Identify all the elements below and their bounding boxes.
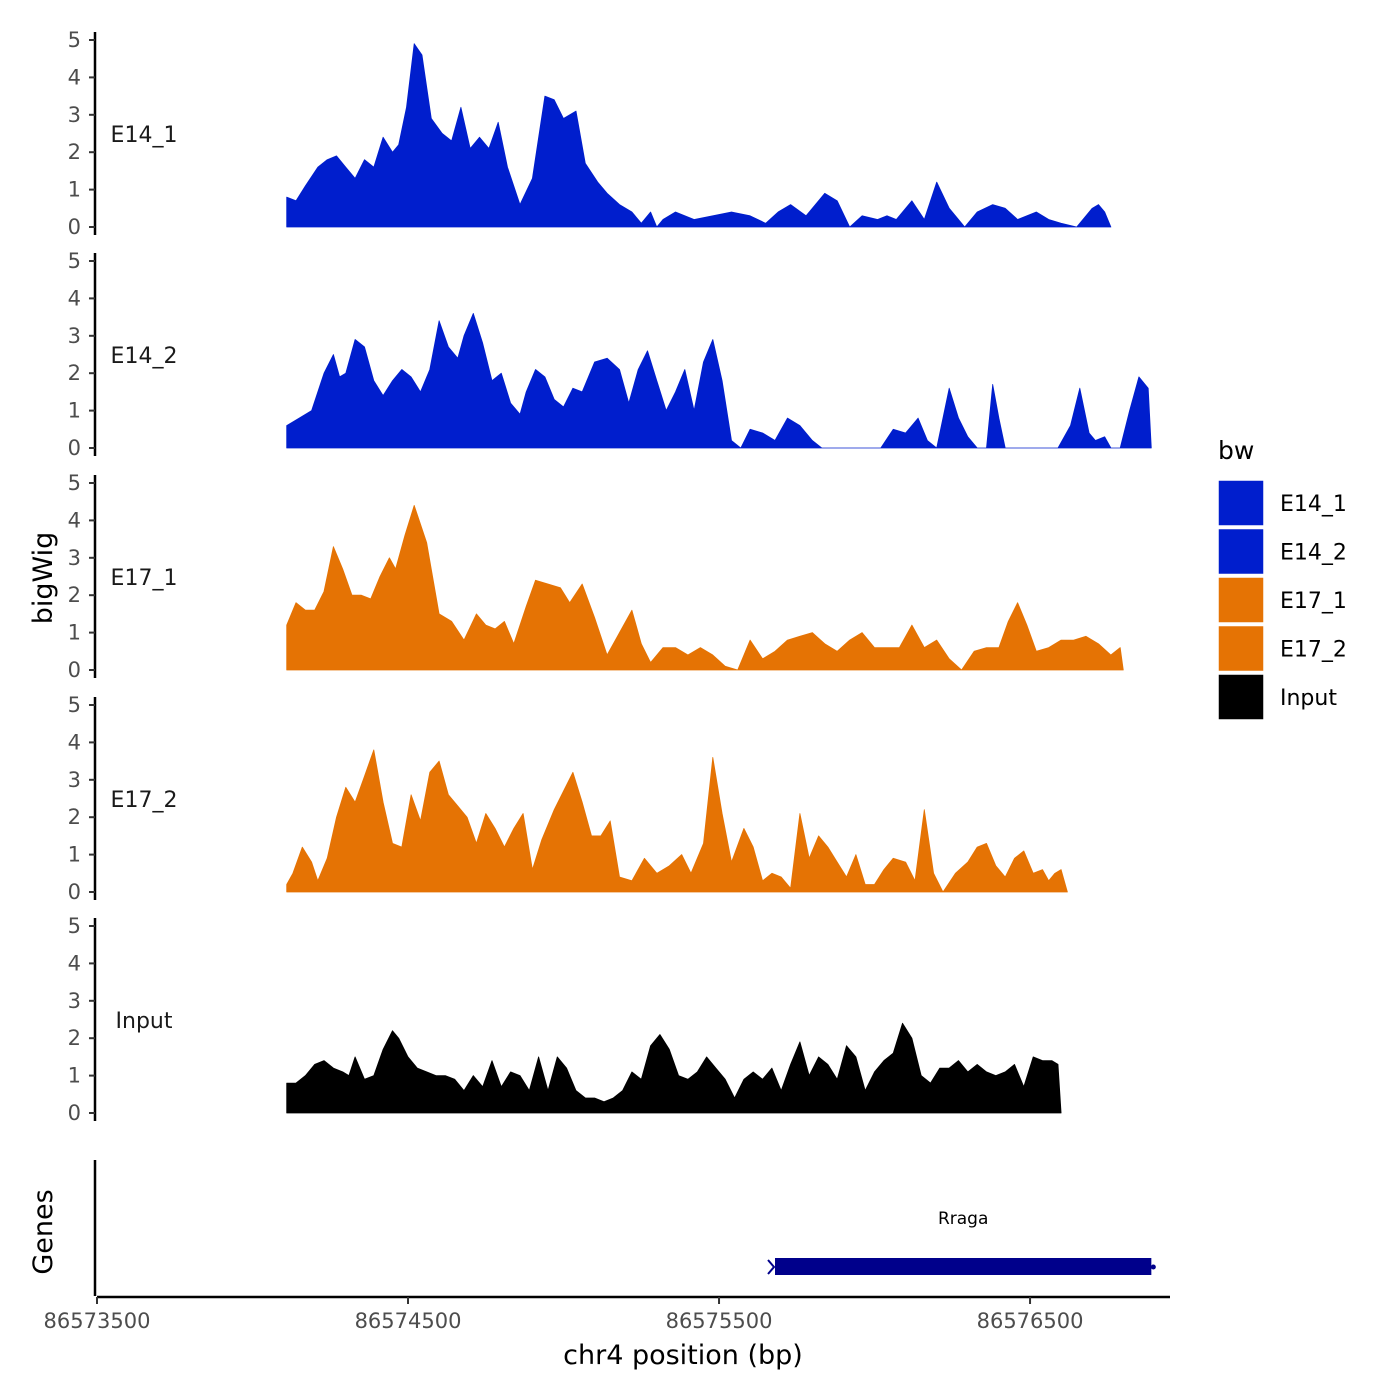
y-tick-label: 5 <box>68 28 81 52</box>
signal-area-E14_1 <box>286 43 1112 228</box>
gene-Rraga: Rraga <box>767 1209 1156 1275</box>
genes-axis-title: Genes <box>28 1189 59 1274</box>
y-tick-label: 2 <box>68 1026 81 1050</box>
y-tick-label: 1 <box>68 399 81 423</box>
legend-title: bw <box>1218 436 1254 465</box>
legend-item-E14_2: E14_2 <box>1217 527 1347 576</box>
y-tick-label: 3 <box>68 103 81 127</box>
legend-item-Input: Input <box>1217 673 1337 721</box>
legend-item-E17_1: E17_1 <box>1217 576 1347 624</box>
y-tick-label: 1 <box>68 178 81 202</box>
track-label: E14_1 <box>111 123 178 148</box>
tracks-layer: 0 1 2 3 4 5 E14_1 0 1 2 3 4 5 E14_2 0 1 2 3 4 5 E17_1 0 1 2 3 4 5 E… <box>68 28 1152 1125</box>
legend-label: Input <box>1280 686 1337 711</box>
y-tick-label: 4 <box>68 730 81 754</box>
y-tick-label: 5 <box>68 249 81 273</box>
y-tick-label: 0 <box>68 658 81 682</box>
y-tick-label: 5 <box>68 693 81 717</box>
signal-area-Input <box>286 1022 1062 1114</box>
y-tick-label: 5 <box>68 471 81 495</box>
x-axis-title: chr4 position (bp) <box>563 1340 803 1371</box>
y-tick-label: 3 <box>68 989 81 1013</box>
legend-label: E14_2 <box>1280 541 1347 566</box>
y-tick-label: 4 <box>68 951 81 975</box>
x-tick-label: 86576500 <box>977 1309 1084 1333</box>
y-tick-label: 4 <box>68 508 81 532</box>
y-tick-label: 2 <box>68 140 81 164</box>
y-tick-label: 5 <box>68 914 81 938</box>
signal-area-E17_2 <box>286 749 1068 893</box>
track-E14_1: 0 1 2 3 4 5 E14_1 <box>68 28 1112 239</box>
gene-end-marker <box>1150 1264 1156 1270</box>
legend-label: E17_2 <box>1280 638 1347 663</box>
x-axis: 86573500 86574500 86575500 86576500 <box>44 1295 1170 1333</box>
track-E14_2: 0 1 2 3 4 5 E14_2 <box>68 249 1152 460</box>
track-Input: 0 1 2 3 4 5 Input <box>68 914 1062 1125</box>
legend-item-E14_1: E14_1 <box>1217 479 1347 527</box>
y-tick-label: 1 <box>68 843 81 867</box>
gene-body <box>775 1258 1152 1275</box>
legend-swatch <box>1217 673 1265 721</box>
track-label: E14_2 <box>111 344 178 369</box>
legend: bw E14_1 E14_2 E17_1 E17_2 Input <box>1217 436 1347 721</box>
y-tick-label: 1 <box>68 621 81 645</box>
track-E17_2: 0 1 2 3 4 5 E17_2 <box>68 693 1068 904</box>
legend-swatch <box>1217 527 1265 576</box>
strand-arrow-icon <box>767 1259 776 1275</box>
track-label: E17_1 <box>111 566 178 591</box>
gene-label: Rraga <box>938 1209 988 1229</box>
y-tick-label: 3 <box>68 324 81 348</box>
legend-swatch <box>1217 479 1265 527</box>
track-label: E17_2 <box>111 788 178 813</box>
legend-item-E17_2: E17_2 <box>1217 624 1347 673</box>
legend-label: E17_1 <box>1280 589 1347 614</box>
y-tick-label: 2 <box>68 583 81 607</box>
legend-swatch <box>1217 624 1265 673</box>
track-label: Input <box>116 1009 173 1034</box>
y-tick-label: 4 <box>68 65 81 89</box>
legend-swatch <box>1217 576 1265 624</box>
track-E17_1: 0 1 2 3 4 5 E17_1 <box>68 471 1124 682</box>
y-tick-label: 3 <box>68 546 81 570</box>
x-tick-label: 86573500 <box>44 1309 151 1333</box>
y-tick-label: 0 <box>68 215 81 239</box>
y-tick-label: 0 <box>68 436 81 460</box>
y-axis-title: bigWig <box>28 532 59 625</box>
y-tick-label: 1 <box>68 1064 81 1088</box>
y-tick-label: 3 <box>68 768 81 792</box>
x-tick-label: 86574500 <box>355 1309 462 1333</box>
legend-label: E14_1 <box>1280 492 1347 517</box>
signal-area-E17_1 <box>286 505 1124 671</box>
y-tick-label: 2 <box>68 805 81 829</box>
y-tick-label: 0 <box>68 880 81 904</box>
y-tick-label: 2 <box>68 361 81 385</box>
x-tick-label: 86575500 <box>666 1309 773 1333</box>
y-tick-label: 0 <box>68 1101 81 1125</box>
genes-layer: Rraga <box>93 1160 1156 1296</box>
y-tick-label: 4 <box>68 286 81 310</box>
signal-area-E14_2 <box>286 313 1152 449</box>
